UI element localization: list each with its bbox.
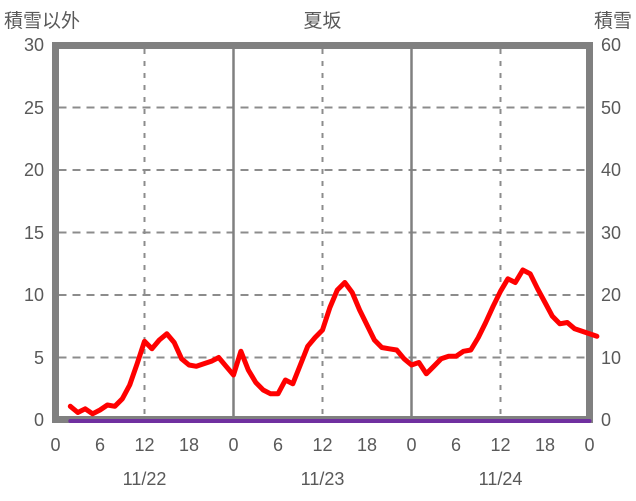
hour-tick-label: 0 bbox=[228, 435, 239, 455]
hour-tick-label: 6 bbox=[94, 435, 106, 455]
left-axis-title: 積雪以外 bbox=[4, 11, 81, 32]
hour-tick-label: 6 bbox=[450, 435, 462, 455]
hour-tick-label: 18 bbox=[178, 435, 200, 455]
right-tick-label: 20 bbox=[601, 285, 622, 305]
right-tick-label: 30 bbox=[601, 222, 622, 243]
left-tick-label: 30 bbox=[23, 35, 44, 55]
right-tick-label: 50 bbox=[601, 97, 622, 118]
right-tick-label: 0 bbox=[601, 410, 612, 430]
left-tick-label: 10 bbox=[23, 285, 44, 305]
hour-tick-label: 0 bbox=[406, 435, 417, 455]
hour-tick-label: 6 bbox=[272, 435, 284, 455]
hour-tick-label: 12 bbox=[312, 435, 333, 455]
left-tick-label: 25 bbox=[23, 97, 44, 118]
hour-tick-label: 0 bbox=[584, 435, 595, 455]
day-label: 11/22 bbox=[122, 469, 167, 489]
hour-tick-label: 18 bbox=[534, 435, 556, 455]
left-tick-label: 20 bbox=[23, 160, 44, 180]
chart-title: 夏坂 bbox=[303, 11, 342, 32]
left-tick-label: 5 bbox=[33, 347, 44, 368]
right-axis-title: 積雪 bbox=[593, 11, 632, 32]
series-line-non-snow bbox=[67, 267, 600, 417]
hour-tick-label: 18 bbox=[356, 435, 378, 455]
right-tick-label: 10 bbox=[601, 347, 622, 368]
hour-tick-label: 0 bbox=[50, 435, 61, 455]
day-label: 11/24 bbox=[478, 469, 523, 489]
hour-tick-label: 12 bbox=[490, 435, 511, 455]
left-tick-label: 15 bbox=[23, 222, 44, 243]
right-tick-label: 40 bbox=[601, 160, 622, 180]
day-label: 11/23 bbox=[300, 469, 345, 489]
right-tick-label: 60 bbox=[601, 35, 622, 55]
hour-tick-label: 12 bbox=[134, 435, 155, 455]
left-tick-label: 0 bbox=[33, 410, 44, 430]
